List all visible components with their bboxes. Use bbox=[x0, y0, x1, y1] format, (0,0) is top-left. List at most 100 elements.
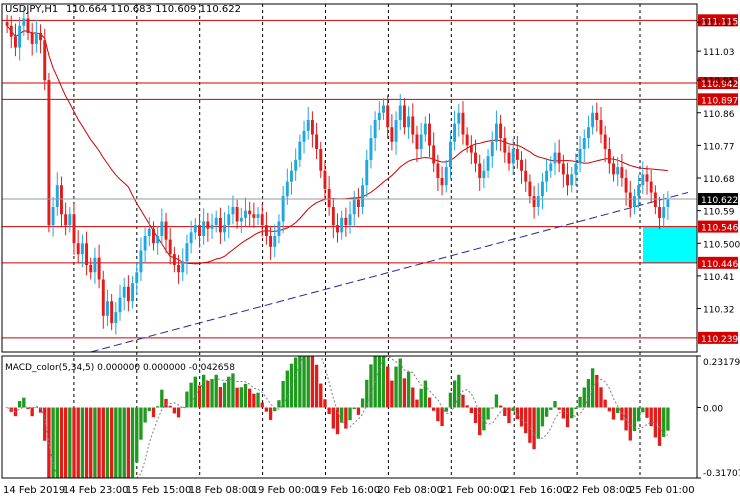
candle-body bbox=[595, 112, 599, 120]
candle-body bbox=[76, 243, 80, 255]
candle-body bbox=[536, 196, 540, 207]
macd-bar bbox=[411, 387, 415, 408]
candle-body bbox=[394, 120, 398, 142]
macd-bar bbox=[649, 407, 653, 427]
level-tag bbox=[698, 77, 738, 90]
candle-body bbox=[603, 134, 607, 149]
macd-label: MACD_color(5,34,5) 0.000000 0.000000 -0.… bbox=[5, 363, 235, 373]
x-tick-label: 19 Feb 00:00 bbox=[252, 485, 318, 496]
macd-bar bbox=[561, 407, 566, 419]
candle-body bbox=[520, 159, 523, 171]
macd-bar bbox=[89, 407, 93, 478]
macd-bar bbox=[331, 407, 335, 429]
macd-bar bbox=[632, 407, 637, 432]
macd-bar bbox=[419, 388, 423, 408]
candle-body bbox=[147, 228, 151, 236]
candle-body bbox=[616, 167, 620, 175]
axes bbox=[1, 3, 701, 479]
macd-bar bbox=[570, 407, 574, 419]
candle-body bbox=[68, 214, 72, 226]
candle-body bbox=[244, 210, 247, 218]
macd-bar bbox=[603, 399, 607, 408]
candle-body bbox=[423, 123, 427, 135]
macd-bar bbox=[498, 405, 503, 408]
macd-bar bbox=[335, 407, 340, 435]
macd-bar bbox=[319, 383, 323, 408]
candle-body bbox=[624, 178, 628, 193]
candle-body bbox=[503, 138, 507, 153]
macd-bar bbox=[440, 407, 444, 427]
macd-bar bbox=[298, 356, 302, 408]
candle-body bbox=[532, 196, 536, 207]
macd-bar bbox=[306, 356, 310, 408]
level-tag bbox=[698, 93, 738, 106]
macd-bar bbox=[511, 407, 515, 411]
highlight-zone bbox=[643, 226, 697, 263]
candle-body bbox=[566, 174, 569, 186]
macd-bar bbox=[549, 407, 553, 410]
macd-bar bbox=[273, 407, 277, 412]
candle-body bbox=[89, 265, 93, 273]
macd-bar bbox=[486, 407, 490, 420]
macd-bar bbox=[540, 407, 545, 427]
candle-body bbox=[256, 214, 260, 218]
macd-bar bbox=[448, 392, 453, 408]
y-tick-label: 110.86 bbox=[703, 110, 735, 120]
candle-body bbox=[260, 214, 264, 226]
macd-bar bbox=[168, 405, 172, 408]
macd-bar bbox=[616, 407, 620, 414]
candle-body bbox=[231, 207, 235, 215]
macd-bar bbox=[657, 407, 662, 446]
macd-bar bbox=[55, 407, 59, 478]
macd-bar bbox=[260, 402, 264, 408]
macd-bar bbox=[109, 407, 114, 478]
macd-bar bbox=[386, 366, 390, 408]
macd-bar bbox=[17, 401, 22, 408]
macd-bar bbox=[398, 358, 402, 408]
macd-bar bbox=[352, 407, 356, 410]
macd-bar bbox=[524, 407, 528, 434]
macd-bar bbox=[544, 407, 549, 417]
macd-bar bbox=[519, 407, 524, 427]
macd-bar bbox=[636, 407, 641, 422]
macd-bar bbox=[365, 379, 369, 408]
candle-body bbox=[369, 138, 373, 160]
candle-body bbox=[39, 33, 43, 41]
candle-body bbox=[85, 243, 89, 265]
x-tick-label: 25 Feb 01:00 bbox=[629, 485, 695, 496]
macd-bar bbox=[515, 407, 520, 420]
macd-bar bbox=[465, 405, 469, 408]
candle-body bbox=[110, 301, 114, 323]
macd-bar bbox=[72, 407, 76, 478]
candle-body bbox=[570, 174, 574, 186]
level-tag-label: 110.446 bbox=[701, 260, 738, 270]
candle-body bbox=[298, 141, 302, 160]
candle-body bbox=[607, 149, 611, 164]
macd-bar bbox=[59, 407, 64, 478]
candle-body bbox=[436, 163, 440, 178]
candle-body bbox=[465, 134, 469, 146]
candle-body bbox=[356, 199, 360, 207]
candle-body bbox=[235, 207, 239, 222]
macd-bar bbox=[323, 399, 327, 408]
candle-body bbox=[398, 105, 402, 120]
candle-body bbox=[331, 207, 335, 226]
candle-body bbox=[478, 163, 482, 178]
candle-body bbox=[641, 174, 645, 186]
candle-body bbox=[637, 185, 641, 197]
macd-bar bbox=[122, 407, 126, 478]
macd-bar bbox=[172, 407, 177, 414]
macd-bar bbox=[231, 373, 235, 408]
candle-body bbox=[323, 170, 327, 189]
candle-body bbox=[210, 225, 214, 229]
macd-bar bbox=[473, 407, 478, 424]
level-tag-label: 111.115 bbox=[701, 17, 738, 27]
macd-bar bbox=[143, 407, 147, 423]
macd-bar bbox=[252, 393, 256, 408]
macd-bar bbox=[130, 407, 135, 478]
candle-body bbox=[428, 123, 431, 146]
macd-bar bbox=[34, 407, 39, 409]
macd-bar bbox=[63, 407, 68, 478]
macd-bar bbox=[415, 399, 419, 408]
macd-bar bbox=[457, 374, 461, 408]
